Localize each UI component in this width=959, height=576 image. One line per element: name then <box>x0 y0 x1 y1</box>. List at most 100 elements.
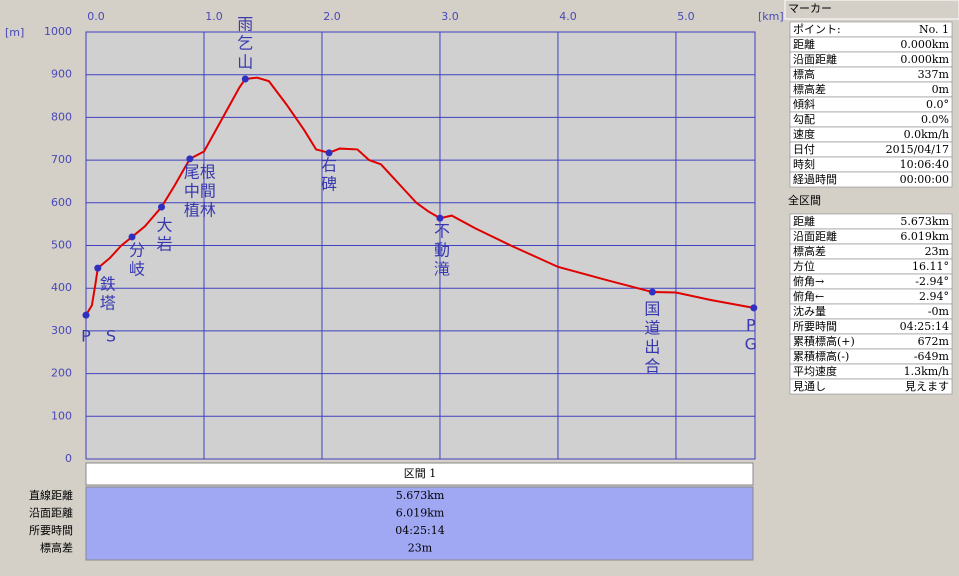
panel-key: 見通し <box>793 380 826 393</box>
y-tick-label: 0 <box>65 452 72 465</box>
waypoint <box>648 288 656 296</box>
section-value: 6.019km <box>396 507 445 520</box>
panel-value: 0m <box>932 83 950 96</box>
x-unit: [km] <box>758 10 784 23</box>
panel-value: 5.673km <box>900 215 949 228</box>
panel-key: 沈み量 <box>793 304 826 318</box>
section-label: 標高差 <box>40 541 73 555</box>
x-tick-label: 3.0 <box>441 10 459 23</box>
section-body <box>85 486 754 561</box>
panel-value: 0.0° <box>926 98 949 111</box>
panel-key: ポイント: <box>793 23 841 36</box>
waypoint-label: 動 <box>434 241 450 260</box>
panel-key: 日付 <box>793 143 815 156</box>
y-tick-label: 500 <box>51 239 72 252</box>
section-label: 所要時間 <box>29 524 73 537</box>
waypoint-label: 植林 <box>184 200 216 219</box>
waypoint-label: 鉄 <box>100 275 116 294</box>
panel-value: 23m <box>925 245 950 258</box>
waypoint-label: 道 <box>644 319 660 338</box>
section-value: 5.673km <box>396 489 445 502</box>
panel-value: 00:00:00 <box>900 173 949 186</box>
waypoint-label: 碑 <box>321 174 337 193</box>
waypoint-label: S <box>106 327 116 346</box>
panel-key: 累積標高(+) <box>793 334 855 348</box>
section-header-box <box>85 462 754 486</box>
waypoint <box>241 75 249 83</box>
panel-value: -649m <box>914 350 950 363</box>
y-tick-label: 800 <box>51 110 72 123</box>
waypoint-label: 岩 <box>157 235 173 254</box>
waypoint-label: 合 <box>644 357 660 376</box>
panel-key: 速度 <box>793 127 815 141</box>
waypoint <box>186 155 194 163</box>
waypoint-label: 国 <box>644 300 660 319</box>
waypoint-label: 滝 <box>434 260 450 279</box>
waypoint-label: 山 <box>237 52 253 71</box>
panel-key: 経過時間 <box>793 173 837 186</box>
section-value: 23m <box>408 542 433 555</box>
panel-value: 0.000km <box>900 38 949 51</box>
waypoint-label: 雨 <box>237 14 253 33</box>
waypoint-label: 分 <box>129 240 145 259</box>
panel-value: 0.0km/h <box>904 128 949 141</box>
section-label: 沿面距離 <box>29 506 73 520</box>
panel-value: 6.019km <box>900 230 949 243</box>
waypoint <box>325 149 333 157</box>
waypoint-label: 乞 <box>237 33 253 52</box>
panel-key: 平均速度 <box>793 364 837 378</box>
x-tick-label: 0.0 <box>87 10 105 23</box>
panel-key: 方位 <box>793 259 815 273</box>
panel-key: 標高差 <box>793 244 826 258</box>
y-tick-label: 700 <box>51 153 72 166</box>
y-tick-label: 300 <box>51 324 72 337</box>
waypoint-label: 不 <box>434 222 450 241</box>
panel-value: 1.3km/h <box>904 365 949 378</box>
y-tick-label: 400 <box>51 281 72 294</box>
waypoint <box>128 233 136 241</box>
panel-value: 672m <box>918 335 950 348</box>
y-unit: [m] <box>5 26 24 39</box>
panel-row <box>789 171 953 188</box>
marker-panel-header <box>784 0 959 20</box>
panel-key: 所要時間 <box>793 320 837 333</box>
x-tick-label: 1.0 <box>205 10 223 23</box>
y-tick-label: 200 <box>51 367 72 380</box>
waypoint-label: G <box>745 334 757 353</box>
waypoint-label: 出 <box>644 338 660 357</box>
panel-value: 2.94° <box>919 290 949 303</box>
y-tick-label: 1000 <box>44 25 72 38</box>
panel-value: No. 1 <box>919 23 949 36</box>
x-tick-label: 4.0 <box>559 10 577 23</box>
profile-line <box>85 76 754 316</box>
waypoint <box>94 264 102 272</box>
panel-value: -2.94° <box>915 275 949 288</box>
panel-key: 沿面距離 <box>793 229 837 243</box>
waypoint-label: 岐 <box>129 259 145 278</box>
waypoint <box>750 304 758 312</box>
section-header: 区間 1 <box>404 467 437 480</box>
panel-key: 累積標高(-) <box>793 349 849 363</box>
y-tick-label: 100 <box>51 409 72 422</box>
panel-key: 距離 <box>793 214 815 228</box>
x-tick-label: 2.0 <box>323 10 341 23</box>
panel-value: -0m <box>928 305 950 318</box>
panel-value: 337m <box>918 68 950 81</box>
panel-value: 見えます <box>905 380 949 393</box>
panel-key: 俯角→ <box>793 274 824 288</box>
waypoint-label: 尾根 <box>184 162 216 181</box>
panel-key: 俯角← <box>793 289 824 303</box>
panel-key: 標高差 <box>793 82 826 96</box>
waypoint-label: 塔 <box>100 294 116 313</box>
waypoint <box>82 311 90 319</box>
waypoint <box>158 203 166 211</box>
panel-value: 16.11° <box>912 260 949 273</box>
waypoint-label: P <box>81 327 91 346</box>
panel-value: 0.0% <box>921 113 949 126</box>
panel-key: 標高 <box>793 67 815 81</box>
waypoint <box>436 214 444 222</box>
panel-value: 0.000km <box>900 53 949 66</box>
waypoint-label: 大 <box>157 216 173 235</box>
waypoint-label: P <box>746 315 756 334</box>
